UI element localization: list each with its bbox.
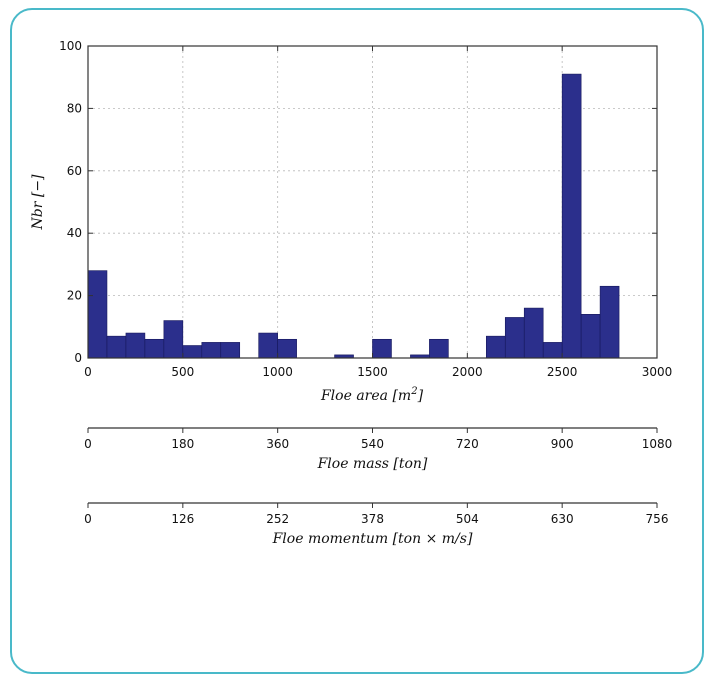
secondary-axis-title: Floe momentum [ton × m/s] <box>272 531 473 547</box>
histogram-bar <box>87 270 108 359</box>
histogram-bar <box>163 320 184 359</box>
x-tick-label: 0 <box>84 365 92 379</box>
bars <box>87 73 620 359</box>
histogram-bar <box>580 314 601 359</box>
secondary-axes: 0 180 360 540 720 900 1080 Floe mass [ton] 0 126 2… <box>84 427 673 547</box>
histogram-bar <box>429 338 449 359</box>
secondary-axis-tick-label: 360 <box>266 437 289 451</box>
x-tick-label: 2500 <box>547 365 578 379</box>
secondary-axis-tick-label: 630 <box>551 512 574 526</box>
histogram-bar <box>144 338 165 359</box>
histogram-bar <box>258 332 278 359</box>
secondary-axis-tick-label: 504 <box>456 512 479 526</box>
secondary-axis-tick-label: 378 <box>361 512 384 526</box>
histogram-bar <box>523 307 544 359</box>
histogram-bar <box>485 335 506 359</box>
histogram-bar <box>542 342 563 359</box>
histogram-bar <box>182 345 203 359</box>
y-tick-label: 80 <box>67 101 82 115</box>
y-tick-label: 0 <box>74 351 82 365</box>
histogram-bar <box>125 332 146 359</box>
secondary-axis-tick-label: 1080 <box>642 437 673 451</box>
histogram-bar <box>372 338 392 359</box>
y-tick-label: 40 <box>67 226 82 240</box>
histogram-bar <box>201 342 222 359</box>
secondary-axis-tick-label: 540 <box>361 437 384 451</box>
secondary-axis-tick-label: 756 <box>646 512 669 526</box>
x-tick-label: 2000 <box>452 365 483 379</box>
y-axis-title: Nbr [−] <box>30 174 46 231</box>
histogram-bar <box>599 285 620 359</box>
y-axis-ticks: 0 20 40 60 80 100 <box>59 39 657 365</box>
y-tick-label: 20 <box>67 289 82 303</box>
y-tick-label: 100 <box>59 39 82 53</box>
secondary-axis-tick-label: 720 <box>456 437 479 451</box>
x-axis-ticks: 0 500 1000 1500 2000 2500 3000 <box>84 46 672 379</box>
histogram-bar <box>277 338 297 359</box>
secondary-axis-tick-label: 0 <box>84 512 92 526</box>
secondary-axis-tick-label: 900 <box>551 437 574 451</box>
secondary-axis-tick-label: 126 <box>171 512 194 526</box>
histogram-bar <box>106 335 127 359</box>
histogram-bar <box>220 342 241 359</box>
x-tick-label: 1500 <box>357 365 388 379</box>
secondary-axis-tick-label: 180 <box>171 437 194 451</box>
x-axis-title: Floe area [m2] <box>320 386 424 404</box>
secondary-axis-tick-label: 252 <box>266 512 289 526</box>
secondary-axis-title: Floe mass [ton] <box>317 456 428 472</box>
x-tick-label: 1000 <box>262 365 293 379</box>
histogram-bar <box>561 73 582 359</box>
y-tick-label: 60 <box>67 164 82 178</box>
histogram-bar <box>504 317 525 359</box>
secondary-axis-tick-label: 0 <box>84 437 92 451</box>
x-tick-label: 3000 <box>642 365 673 379</box>
x-tick-label: 500 <box>171 365 194 379</box>
